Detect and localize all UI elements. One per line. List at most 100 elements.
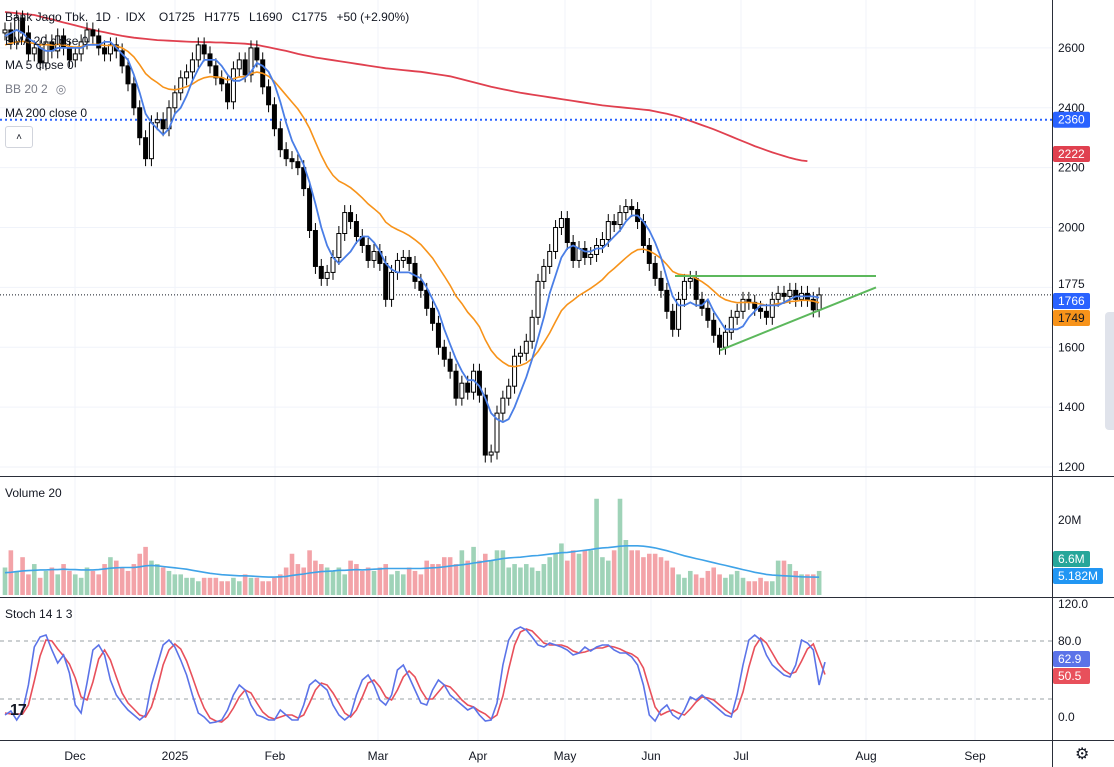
volume-bar-97 bbox=[570, 550, 576, 595]
high-value: 1775 bbox=[212, 10, 240, 24]
ma200-polyline bbox=[4, 11, 808, 162]
volume-bar-25 bbox=[149, 560, 154, 595]
volume-bar-13 bbox=[78, 577, 84, 595]
candle-body-14 bbox=[84, 29, 90, 43]
candle-body-62 bbox=[365, 244, 371, 261]
legend-bb[interactable]: BB 20 2 ◎ bbox=[5, 82, 66, 96]
eye-hidden-icon[interactable]: ◎ bbox=[55, 82, 67, 96]
candle-body-72 bbox=[424, 289, 430, 309]
candle-body-103 bbox=[605, 221, 611, 240]
price-tick-1: 2400 bbox=[1058, 101, 1085, 115]
right-panel-handle[interactable] bbox=[1105, 312, 1114, 430]
stoch-pane-title[interactable]: Stoch 14 1 3 bbox=[5, 607, 73, 621]
time-label-8: Aug bbox=[855, 749, 876, 763]
volume-bar-83 bbox=[488, 560, 494, 595]
candle-body-95 bbox=[558, 218, 564, 229]
stoch-tick-2: 0.0 bbox=[1058, 710, 1075, 724]
volume-bar-127 bbox=[746, 581, 752, 595]
price-tick-0: 2600 bbox=[1058, 41, 1085, 55]
candle-body-132 bbox=[775, 292, 781, 300]
candle-body-65 bbox=[383, 262, 389, 300]
candle-body-99 bbox=[582, 247, 588, 258]
axis-labels: 2600240022002000180016001400120020M120.0… bbox=[64, 41, 1103, 763]
badge-volume: 6.6M bbox=[1058, 552, 1085, 566]
candle-body-69 bbox=[406, 256, 412, 264]
volume-bar-56 bbox=[330, 570, 336, 595]
volume-bar-71 bbox=[418, 574, 424, 595]
candle-body-98 bbox=[576, 247, 582, 261]
candle-body-94 bbox=[553, 227, 559, 252]
candle-body-5 bbox=[31, 47, 37, 55]
candle-body-23 bbox=[137, 107, 143, 139]
collapse-legend-button[interactable]: ˄ bbox=[5, 126, 33, 148]
volume-bar-60 bbox=[354, 564, 359, 595]
legend-ma5[interactable]: MA 5 close 0 bbox=[5, 58, 74, 72]
candle-body-116 bbox=[681, 280, 687, 300]
time-label-6: Jun bbox=[641, 749, 660, 763]
legend-ma200[interactable]: MA 200 close 0 bbox=[5, 106, 87, 120]
volume-bar-44 bbox=[260, 581, 266, 595]
candle-body-15 bbox=[90, 29, 96, 37]
candle-body-78 bbox=[459, 382, 465, 399]
triangle-pattern-drawing[interactable] bbox=[675, 275, 877, 352]
badge-stoch-d: 50.5 bbox=[1058, 669, 1082, 683]
volume-bar-102 bbox=[600, 557, 605, 595]
volume-bar-78 bbox=[459, 550, 465, 595]
price-tick-6: 1400 bbox=[1058, 400, 1085, 414]
symbol-name[interactable]: Bank Jago Tbk. bbox=[5, 10, 89, 24]
candle-body-129 bbox=[758, 307, 764, 312]
candle-body-117 bbox=[687, 277, 693, 282]
volume-bar-95 bbox=[559, 543, 564, 595]
candle-body-54 bbox=[318, 265, 324, 279]
time-label-2: Feb bbox=[265, 749, 286, 763]
candle-body-97 bbox=[570, 241, 576, 261]
volume-bars bbox=[2, 498, 822, 595]
candle-body-130 bbox=[763, 310, 769, 318]
volume-bar-8 bbox=[49, 567, 55, 595]
interval[interactable]: 1D bbox=[95, 10, 111, 24]
volume-pane-title[interactable]: Volume 20 bbox=[5, 486, 62, 500]
gear-icon[interactable]: ⚙ bbox=[1075, 746, 1090, 763]
tradingview-logo-icon[interactable]: 17 bbox=[10, 702, 27, 719]
volume-bar-93 bbox=[547, 557, 553, 595]
volume-bar-104 bbox=[611, 550, 617, 595]
volume-bar-107 bbox=[629, 550, 635, 595]
volume-bar-89 bbox=[523, 564, 529, 595]
candle-body-79 bbox=[465, 382, 471, 393]
candle-body-84 bbox=[494, 412, 500, 453]
candle-body-124 bbox=[728, 316, 734, 333]
volume-bar-28 bbox=[166, 570, 172, 595]
candle-body-16 bbox=[96, 35, 102, 49]
candle-body-96 bbox=[564, 218, 570, 243]
volume-bar-45 bbox=[266, 581, 271, 595]
volume-bar-123 bbox=[723, 577, 728, 595]
volume-bar-80 bbox=[471, 546, 476, 595]
volume-bar-98 bbox=[576, 553, 582, 595]
volume-bar-103 bbox=[605, 560, 611, 595]
volume-bar-138 bbox=[810, 574, 816, 595]
candle-body-43 bbox=[254, 47, 260, 61]
candle-body-88 bbox=[517, 352, 523, 357]
volume-bar-39 bbox=[231, 577, 236, 595]
badge-ma5: 1766 bbox=[1058, 294, 1085, 308]
volume-bar-3 bbox=[20, 557, 25, 595]
horizontal-level-line[interactable] bbox=[0, 118, 1052, 296]
candle-body-105 bbox=[617, 212, 623, 226]
badge-stoch-d-bg bbox=[1053, 668, 1090, 684]
volume-bar-120 bbox=[705, 570, 711, 595]
low-value: 1690 bbox=[255, 10, 283, 24]
badge-volume-bg bbox=[1053, 551, 1090, 567]
candle-body-90 bbox=[529, 316, 535, 342]
volume-bar-133 bbox=[781, 560, 787, 595]
ema20-polyline bbox=[4, 40, 820, 368]
legend-ema20[interactable]: EMA 20 close 0 bbox=[5, 34, 88, 48]
volume-bar-49 bbox=[289, 553, 295, 595]
badge-ma5-bg bbox=[1053, 293, 1090, 309]
volume-bar-33 bbox=[195, 581, 201, 595]
candle-body-134 bbox=[787, 289, 793, 297]
stochastic-lines bbox=[4, 626, 826, 724]
high-label: H bbox=[204, 10, 213, 24]
candle-body-76 bbox=[447, 358, 453, 372]
candle-body-82 bbox=[482, 394, 488, 456]
